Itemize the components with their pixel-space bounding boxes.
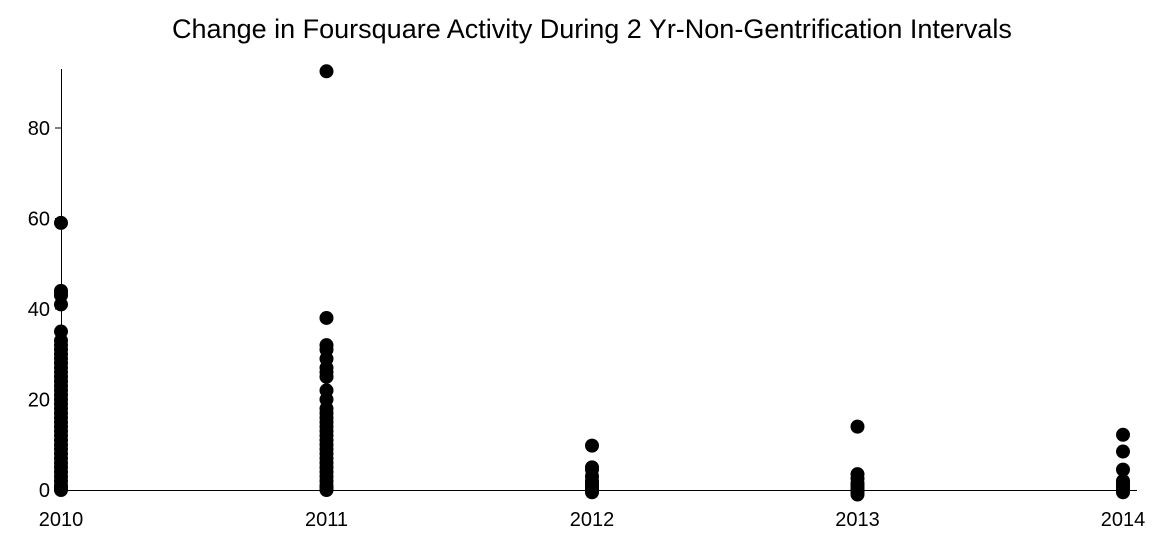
- data-point: [1116, 427, 1130, 442]
- y-tick-label: 40: [28, 299, 50, 321]
- data-point: [585, 438, 599, 453]
- series-2010: [54, 215, 68, 497]
- y-tick-label: 20: [28, 389, 50, 411]
- x-tick-label: 2013: [835, 509, 880, 531]
- data-point: [319, 310, 334, 325]
- series-2012: [585, 438, 599, 500]
- data-point: [1116, 444, 1130, 459]
- data-point: [1116, 485, 1130, 500]
- data-point: [54, 297, 68, 312]
- data-point: [1116, 462, 1130, 477]
- x-tick-label: 2014: [1101, 509, 1146, 531]
- data-point: [319, 483, 334, 497]
- series-2011: [319, 64, 334, 497]
- y-tick-label: 80: [28, 118, 50, 140]
- data-point: [585, 485, 599, 500]
- x-tick-label: 2010: [39, 509, 84, 531]
- data-point: [54, 483, 68, 497]
- data-point: [319, 64, 334, 79]
- y-tick-label: 0: [39, 480, 50, 502]
- x-tick-label: 2011: [305, 509, 348, 531]
- data-point: [319, 369, 334, 384]
- y-tick-label: 60: [28, 208, 50, 230]
- data-point: [850, 419, 865, 434]
- series-2013: [850, 419, 865, 502]
- data-point: [850, 487, 865, 502]
- chart-title: Change in Foursquare Activity During 2 Y…: [172, 14, 1012, 44]
- series-2014: [1116, 427, 1130, 500]
- data-point: [54, 215, 68, 230]
- axes: 0 20 40 60 80 2010 2011 2012 2013 2014: [28, 69, 1146, 531]
- x-tick-label: 2012: [570, 509, 615, 531]
- data-points: [54, 64, 1130, 502]
